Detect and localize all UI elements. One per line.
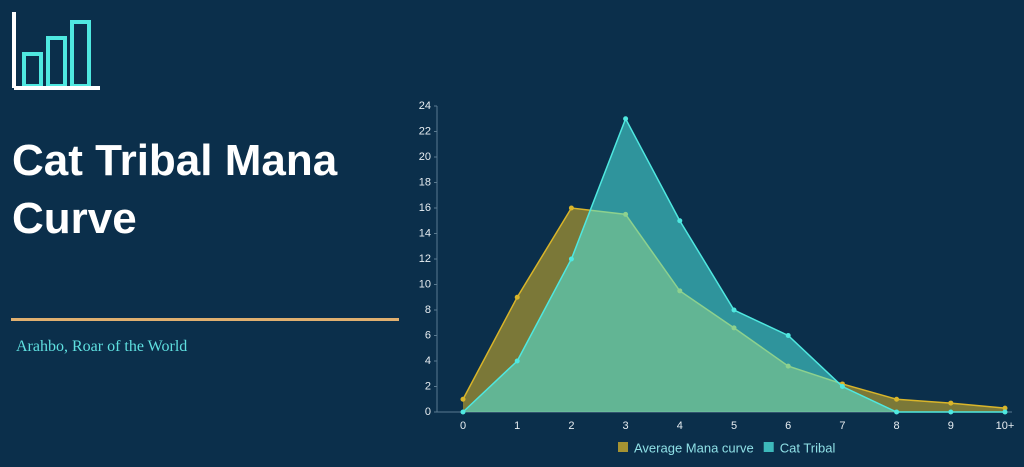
legend-text: Cat Tribal bbox=[780, 440, 836, 455]
y-tick-label: 24 bbox=[419, 100, 431, 112]
data-point bbox=[568, 256, 574, 262]
x-tick-label: 1 bbox=[514, 420, 520, 432]
data-point bbox=[460, 409, 466, 415]
x-tick-label: 8 bbox=[894, 420, 900, 432]
y-tick-label: 10 bbox=[419, 278, 431, 290]
x-tick-label: 3 bbox=[623, 420, 629, 432]
x-tick-label: 6 bbox=[785, 420, 791, 432]
x-tick-label: 0 bbox=[460, 420, 466, 432]
y-tick-label: 12 bbox=[419, 253, 431, 265]
data-point bbox=[948, 409, 954, 415]
legend-swatch bbox=[618, 442, 628, 452]
y-tick-label: 20 bbox=[419, 151, 431, 163]
x-tick-label: 9 bbox=[948, 420, 954, 432]
data-point bbox=[731, 307, 737, 313]
data-point bbox=[948, 400, 954, 406]
y-tick-label: 8 bbox=[425, 304, 431, 316]
x-tick-label: 10+ bbox=[996, 420, 1015, 432]
page-title: Cat Tribal Mana Curve bbox=[12, 136, 338, 243]
data-point bbox=[894, 396, 900, 402]
app-icon bbox=[12, 12, 100, 90]
data-point bbox=[623, 116, 629, 122]
y-tick-label: 16 bbox=[419, 202, 431, 214]
x-tick-label: 7 bbox=[839, 420, 845, 432]
data-point bbox=[514, 358, 520, 364]
data-point bbox=[839, 384, 845, 389]
data-point bbox=[514, 294, 520, 300]
x-tick-label: 4 bbox=[677, 420, 683, 432]
data-point bbox=[568, 205, 574, 211]
x-tick-label: 2 bbox=[568, 420, 574, 432]
y-tick-label: 6 bbox=[425, 329, 431, 341]
y-tick-label: 2 bbox=[425, 380, 431, 392]
y-tick-label: 0 bbox=[425, 406, 431, 418]
x-tick-label: 5 bbox=[731, 420, 737, 432]
y-tick-label: 14 bbox=[419, 227, 431, 239]
y-tick-label: 18 bbox=[419, 176, 431, 188]
data-point bbox=[1002, 405, 1008, 411]
data-point bbox=[460, 396, 466, 402]
data-point bbox=[1002, 409, 1008, 415]
y-tick-label: 4 bbox=[425, 355, 431, 367]
legend-swatch bbox=[763, 442, 774, 452]
area-fill bbox=[463, 118, 1005, 412]
data-point bbox=[785, 333, 791, 338]
subtitle: Arahbo, Roar of the World bbox=[16, 338, 188, 355]
legend-text: Average Mana curve bbox=[634, 440, 754, 455]
data-point bbox=[894, 409, 900, 415]
y-tick-label: 22 bbox=[419, 125, 431, 137]
data-point bbox=[677, 218, 683, 224]
divider bbox=[11, 318, 399, 321]
